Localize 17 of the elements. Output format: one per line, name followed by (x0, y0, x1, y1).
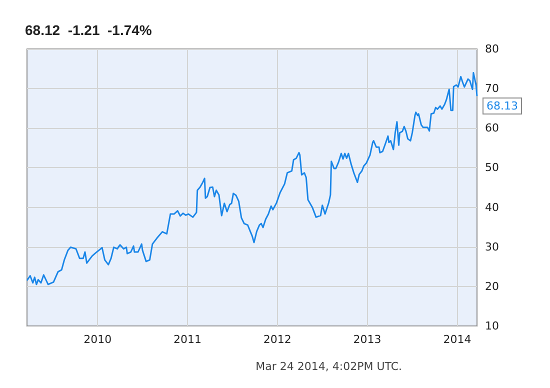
y-tick-label: 20 (485, 280, 499, 293)
x-tick-label: 2013 (353, 333, 382, 346)
line-series (26, 72, 478, 286)
annotation: 68.13 (486, 99, 518, 112)
x-tick-label: 2014 (443, 333, 472, 346)
text: Mar 24 2014, 4:02PM UTC. (256, 360, 402, 373)
y-tick-label: 60 (485, 122, 499, 135)
y-tick-label: 70 (485, 82, 499, 96)
y-tick-label: 40 (485, 200, 499, 214)
x-tick-label: 2012 (263, 333, 292, 346)
x-tick-label: 2010 (84, 333, 112, 346)
y-tick-label: 50 (485, 161, 499, 174)
chart-title: 68.12 -1.21 -1.74% (25, 22, 152, 38)
y-tick-label: 10 (485, 320, 499, 332)
y-tick-label: 80 (485, 42, 499, 56)
y-tick-label: 30 (485, 240, 499, 254)
x-tick-label: 2011 (173, 333, 202, 346)
